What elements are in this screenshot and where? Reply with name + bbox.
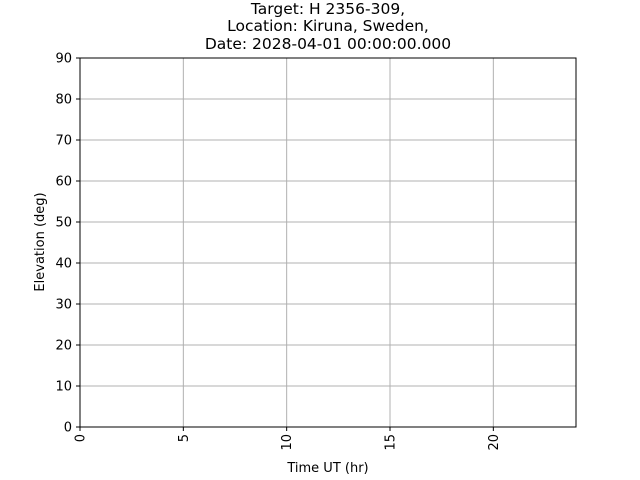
x-tick-label: 10 [280,434,295,451]
y-tick-label: 40 [55,257,72,272]
axis-ticks: 0 10 20 30 40 50 60 70 80 90 0 5 10 15 20 [55,52,501,451]
title-line-date: Date: 2028-04-01 00:00:00.000 [205,35,451,53]
x-tick-label: 0 [74,434,89,442]
y-tick-label: 20 [55,339,72,354]
title-line-target: Target: H 2356-309, [250,0,405,18]
title-line-location: Location: Kiruna, Sweden, [227,17,429,35]
y-tick-label: 10 [55,380,72,395]
y-tick-label: 30 [55,298,72,313]
x-tick-label: 15 [384,434,399,451]
plot-area-frame [79,57,577,428]
y-tick-label: 80 [55,93,72,108]
y-tick-label: 60 [55,175,72,190]
x-tick-label: 20 [487,434,502,451]
chart-title: Target: H 2356-309, Location: Kiruna, Sw… [205,0,451,53]
y-axis-label: Elevation (deg) [33,192,48,291]
x-tick-label: 5 [177,434,192,442]
x-axis-label: Time UT (hr) [286,461,368,476]
y-tick-label: 90 [55,52,72,67]
y-tick-label: 50 [55,216,72,231]
y-tick-label: 0 [64,421,72,436]
y-tick-label: 70 [55,134,72,149]
